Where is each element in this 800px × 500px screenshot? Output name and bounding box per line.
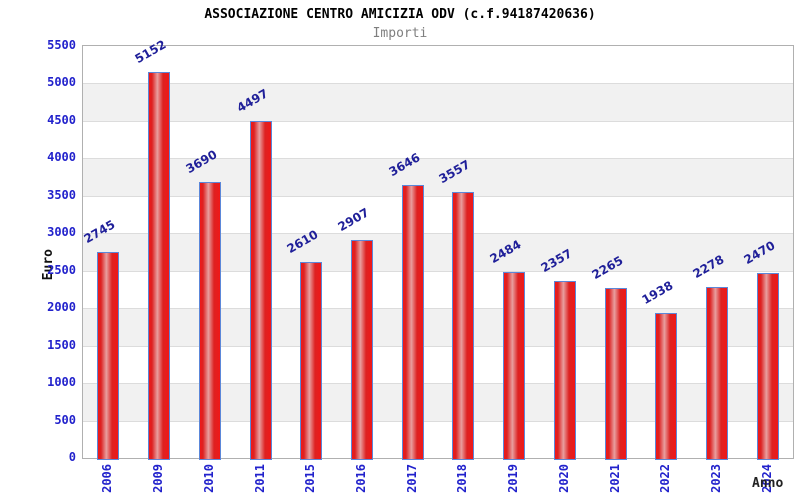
x-tick-label: 2017 bbox=[404, 464, 419, 493]
plot-band bbox=[83, 271, 793, 308]
bar-2018 bbox=[452, 191, 475, 460]
bar-2023 bbox=[705, 287, 728, 460]
x-tick-label: 2015 bbox=[303, 464, 318, 493]
x-tick-label: 2016 bbox=[353, 464, 368, 493]
y-tick-label: 1000 bbox=[47, 375, 76, 390]
y-tick-label: 500 bbox=[54, 412, 76, 427]
plot-band bbox=[83, 121, 793, 158]
x-tick-label: 2009 bbox=[151, 464, 166, 493]
gridline bbox=[83, 345, 793, 347]
gridline bbox=[83, 120, 793, 122]
x-tick-label: 2022 bbox=[658, 464, 673, 493]
bar-2011 bbox=[249, 121, 272, 460]
plot-area: 2745 2006 5152 2009 3690 2010 4497 2011 2610 2015… bbox=[82, 37, 794, 493]
y-tick-label: 5500 bbox=[47, 38, 76, 52]
x-tick-label: 2023 bbox=[708, 464, 723, 493]
y-tick-label: 4000 bbox=[47, 150, 76, 165]
x-tick-label: 2019 bbox=[506, 464, 521, 493]
y-tick-label: 1500 bbox=[47, 337, 76, 352]
bar-2019 bbox=[503, 271, 526, 460]
chart-subtitle: Importi bbox=[372, 26, 428, 41]
y-tick-label: 2500 bbox=[47, 262, 76, 277]
gridline bbox=[83, 158, 793, 160]
plot-band bbox=[83, 233, 793, 271]
plot-band bbox=[83, 196, 793, 233]
y-tick-label: 5000 bbox=[47, 75, 76, 90]
y-tick-label: 4500 bbox=[47, 112, 76, 127]
y-tick-label: 3000 bbox=[47, 225, 76, 240]
plot-band bbox=[83, 46, 793, 83]
gridline bbox=[83, 308, 793, 310]
y-tick-label: 2000 bbox=[47, 300, 76, 315]
gridline bbox=[83, 83, 793, 85]
gridline bbox=[83, 270, 793, 272]
gridline bbox=[83, 383, 793, 385]
chart-title: ASSOCIAZIONE CENTRO AMICIZIA ODV (c.f.94… bbox=[204, 7, 596, 22]
bar-2015 bbox=[300, 262, 323, 460]
plot-band bbox=[83, 346, 793, 383]
bar-2006 bbox=[97, 252, 120, 460]
x-tick-label: 2020 bbox=[556, 464, 571, 493]
gridline bbox=[83, 420, 793, 422]
bar-2021 bbox=[604, 288, 627, 460]
bar-2016 bbox=[350, 240, 373, 460]
plot-band bbox=[83, 83, 793, 121]
plot-band bbox=[83, 308, 793, 346]
bar-2017 bbox=[401, 184, 424, 460]
plot-band bbox=[83, 383, 793, 421]
x-tick-label: 2018 bbox=[455, 464, 470, 493]
x-tick-label: 2011 bbox=[252, 464, 267, 493]
x-tick-label: 2021 bbox=[607, 464, 622, 493]
bar-2024 bbox=[756, 272, 779, 460]
x-tick-label: 2010 bbox=[201, 464, 216, 493]
bar-2009 bbox=[148, 72, 171, 460]
bar-2010 bbox=[198, 181, 221, 460]
y-tick-label: 3500 bbox=[47, 187, 76, 202]
x-tick-label: 2006 bbox=[100, 464, 115, 493]
plot-band bbox=[83, 421, 793, 458]
gridline bbox=[83, 233, 793, 235]
bar-2022 bbox=[655, 312, 678, 460]
x-axis-title: Anno bbox=[752, 476, 784, 491]
y-tick-label: 0 bbox=[68, 450, 76, 464]
bar-2020 bbox=[553, 281, 576, 460]
gridline bbox=[83, 195, 793, 197]
